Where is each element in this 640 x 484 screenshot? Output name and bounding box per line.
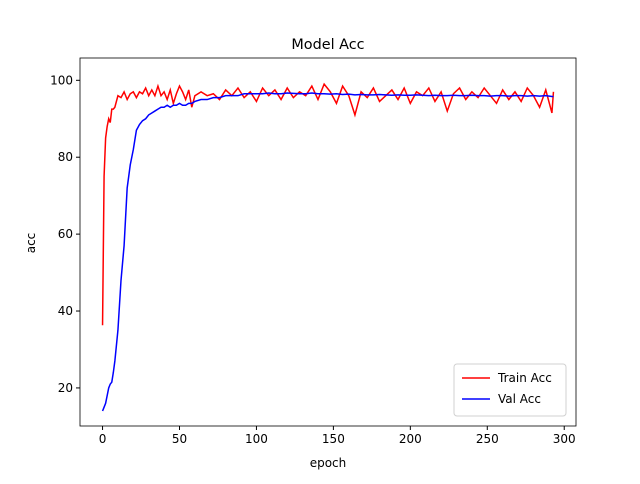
x-tick-label: 100	[245, 432, 268, 446]
x-tick-label: 50	[172, 432, 187, 446]
legend-label: Train Acc	[497, 371, 552, 385]
plot-frame	[79, 57, 577, 427]
legend-box	[453, 363, 567, 417]
y-tick-label: 80	[58, 150, 73, 164]
x-tick-label: 0	[99, 432, 107, 446]
x-tick-label: 200	[399, 432, 422, 446]
y-tick-label: 60	[58, 227, 73, 241]
y-tick-label: 20	[58, 381, 73, 395]
legend-label: Val Acc	[498, 392, 541, 406]
x-tick-label: 150	[322, 432, 345, 446]
x-tick-label: 300	[553, 432, 576, 446]
y-tick-label: 40	[58, 304, 73, 318]
y-tick-label: 100	[50, 73, 73, 87]
x-axis-label: epoch	[310, 456, 347, 470]
series-line	[101, 92, 554, 412]
x-tick-label: 250	[476, 432, 499, 446]
series-line	[101, 82, 555, 326]
chart-title: Model Acc	[291, 37, 364, 53]
y-axis-label: acc	[24, 233, 38, 254]
